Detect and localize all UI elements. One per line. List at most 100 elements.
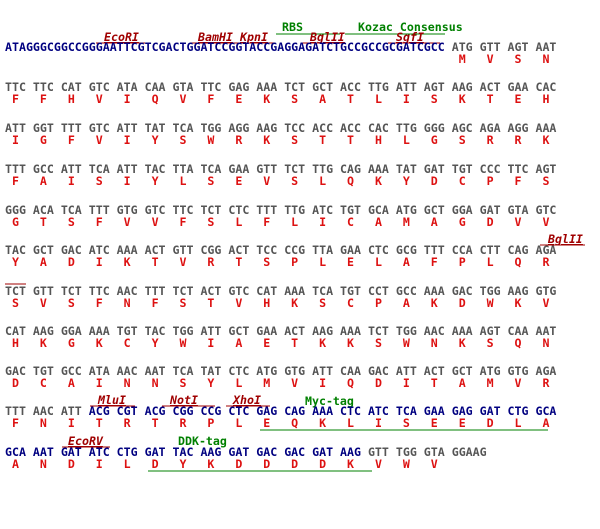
amino-acid: P bbox=[375, 296, 382, 310]
codon: ACT bbox=[200, 284, 221, 298]
annotations: RBS Kozac Consensus EcoRI BamHI KpnI Bgl… bbox=[5, 20, 585, 472]
codon: TAC bbox=[145, 324, 166, 338]
amino-acid: V bbox=[180, 255, 187, 269]
codon: ATT bbox=[396, 80, 417, 94]
amino-acid: E bbox=[431, 416, 438, 430]
codon: CAT bbox=[256, 284, 277, 298]
codon: ATT bbox=[61, 162, 82, 176]
codon: AAA bbox=[424, 284, 445, 298]
amino-acid: S bbox=[542, 174, 549, 188]
codon: TTT bbox=[145, 284, 166, 298]
amino-acid: L bbox=[124, 457, 131, 471]
codon: CCT bbox=[368, 284, 389, 298]
codon: AAA bbox=[89, 324, 110, 338]
amino-acid: R bbox=[542, 376, 549, 390]
codon: GCT bbox=[424, 203, 445, 217]
amino-acid: L bbox=[319, 174, 326, 188]
codon: AGA bbox=[535, 364, 556, 378]
amino-acid: A bbox=[403, 296, 410, 310]
enzyme-label: EcoRV bbox=[68, 434, 104, 448]
codon: AAG bbox=[256, 121, 277, 135]
amino-acid: I bbox=[403, 92, 410, 106]
amino-acid: C bbox=[347, 296, 354, 310]
codon: GTT bbox=[256, 162, 277, 176]
codon: ATG bbox=[396, 203, 417, 217]
codon: TCT bbox=[200, 203, 221, 217]
amino-acid: F bbox=[68, 133, 75, 147]
amino-acid: Q bbox=[347, 376, 354, 390]
codon: TTT bbox=[5, 404, 26, 418]
amino-acid: S bbox=[12, 296, 19, 310]
codon: GCT bbox=[312, 80, 333, 94]
amino-acid: K bbox=[375, 174, 382, 188]
codon: ACT bbox=[480, 80, 501, 94]
codon: AAT bbox=[535, 40, 556, 54]
codon: GCT bbox=[33, 243, 54, 257]
amino-acid: W bbox=[403, 336, 410, 350]
amino-acid: R bbox=[487, 133, 494, 147]
amino-acid: V bbox=[542, 296, 549, 310]
codon: GTA bbox=[424, 445, 445, 459]
amino-acid: S bbox=[403, 416, 410, 430]
amino-acid: W bbox=[180, 336, 187, 350]
codon: ATT bbox=[61, 404, 82, 418]
amino-acid: T bbox=[431, 376, 438, 390]
amino-acid: C bbox=[124, 336, 131, 350]
amino-acid: D bbox=[459, 296, 466, 310]
amino-acid: V bbox=[152, 215, 159, 229]
codon: TTC bbox=[89, 284, 110, 298]
codon: CAA bbox=[508, 324, 529, 338]
codon: CAA bbox=[340, 364, 361, 378]
amino-acid: Y bbox=[403, 174, 410, 188]
codon: CTC bbox=[228, 364, 249, 378]
enzyme-label: SgfI bbox=[396, 30, 424, 44]
amino-acid: L bbox=[403, 133, 410, 147]
amino-acid: K bbox=[319, 416, 326, 430]
codon: CAG bbox=[284, 404, 305, 418]
amino-acid: C bbox=[40, 376, 47, 390]
leader-sequence: ATAGGGCGGCCGGGAATTCGTCGACTGGATCCGGTACCGA… bbox=[5, 40, 445, 54]
codon: ACT bbox=[284, 324, 305, 338]
amino-acid: P bbox=[459, 255, 466, 269]
codon: GCG bbox=[396, 243, 417, 257]
codon: TGT bbox=[117, 324, 138, 338]
amino-acid: K bbox=[347, 336, 354, 350]
enzyme-label: BamHI bbox=[197, 30, 233, 44]
codon: TTC bbox=[200, 80, 221, 94]
codon: TCT bbox=[61, 284, 82, 298]
codon: GTC bbox=[535, 203, 556, 217]
amino-acid: N bbox=[542, 336, 549, 350]
codon: GAC bbox=[452, 284, 473, 298]
amino-acid: K bbox=[319, 336, 326, 350]
amino-acid: A bbox=[319, 92, 326, 106]
codon: TTG bbox=[368, 80, 389, 94]
codon: AAA bbox=[312, 404, 333, 418]
codon: GGG bbox=[5, 203, 26, 217]
amino-acid: Q bbox=[152, 92, 159, 106]
codon: AGT bbox=[535, 162, 556, 176]
amino-acid: S bbox=[431, 92, 438, 106]
codon: TAT bbox=[200, 364, 221, 378]
amino-acid: T bbox=[487, 92, 494, 106]
amino-acid: S bbox=[319, 296, 326, 310]
codon: GAA bbox=[424, 404, 445, 418]
amino-acid: F bbox=[12, 416, 19, 430]
amino-acid: K bbox=[431, 296, 438, 310]
amino-acid: R bbox=[542, 255, 549, 269]
codon: CAC bbox=[368, 121, 389, 135]
amino-acid: G bbox=[431, 133, 438, 147]
amino-acid: A bbox=[235, 336, 242, 350]
amino-acid: T bbox=[291, 336, 298, 350]
codon: ATA bbox=[89, 364, 110, 378]
codon: GCA bbox=[5, 445, 26, 459]
amino-acid: S bbox=[68, 296, 75, 310]
amino-acid: T bbox=[40, 215, 47, 229]
amino-acid: I bbox=[319, 376, 326, 390]
codon: AGA bbox=[480, 121, 501, 135]
amino-acid: F bbox=[96, 296, 103, 310]
amino-acid: H bbox=[375, 133, 382, 147]
codon: TTA bbox=[312, 243, 333, 257]
codon: ACG bbox=[89, 404, 110, 418]
amino-acid: S bbox=[180, 376, 187, 390]
codon: AAC bbox=[117, 364, 138, 378]
